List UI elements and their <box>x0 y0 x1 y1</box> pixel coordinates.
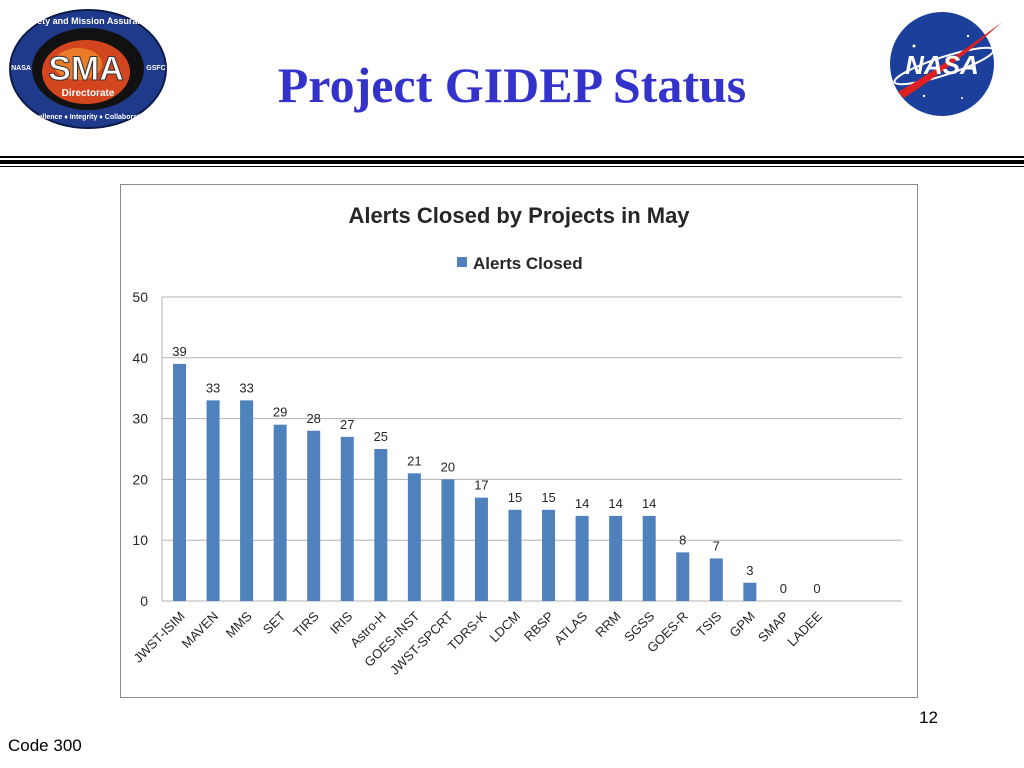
bar-rrm <box>609 515 623 601</box>
data-label: 14 <box>642 496 656 511</box>
data-label: 15 <box>541 490 555 505</box>
page-title: Project GIDEP Status <box>277 57 747 113</box>
y-tick-label: 10 <box>132 532 148 548</box>
bar-gpm <box>743 582 757 601</box>
chart-frame: Alerts Closed by Projects in May Alerts … <box>120 184 918 698</box>
x-tick-label: LDCM <box>486 609 523 646</box>
sma-directorate-logo: Safety and Mission Assurance SMA Directo… <box>9 9 167 129</box>
bar-ldcm <box>508 509 522 601</box>
data-label: 7 <box>713 538 720 553</box>
data-label: 8 <box>679 532 686 547</box>
x-tick-label: JWST-ISIM <box>131 609 188 666</box>
data-label: 29 <box>273 405 287 420</box>
bar-jwst-spcrt <box>441 479 455 601</box>
y-tick-label: 50 <box>132 289 148 305</box>
x-tick-label: MMS <box>223 608 255 640</box>
page-number: 12 <box>919 708 938 727</box>
bar-tsis <box>709 558 723 601</box>
bar-atlas <box>575 515 589 601</box>
data-label: 15 <box>508 490 522 505</box>
data-label: 0 <box>780 581 787 596</box>
x-tick-label: SET <box>260 608 289 637</box>
data-label: 33 <box>239 380 253 395</box>
bar-set <box>273 424 287 601</box>
x-tick-label: ATLAS <box>551 608 590 647</box>
x-tick-label: TIRS <box>290 608 322 640</box>
chart-title: Alerts Closed by Projects in May <box>348 203 690 228</box>
y-tick-label: 0 <box>140 593 148 609</box>
bar-astro-h <box>374 449 388 601</box>
sma-logo-right-text: GSFC <box>146 65 165 72</box>
header-rule <box>0 156 1024 158</box>
legend-swatch <box>457 257 467 267</box>
bar-mms <box>240 400 254 601</box>
sma-logo-sub-text: Directorate <box>62 88 115 99</box>
bar-iris <box>340 436 354 601</box>
data-label: 14 <box>608 496 622 511</box>
nasa-logo: NASA <box>890 12 1002 116</box>
footer-code: Code 300 <box>8 736 82 755</box>
bar-rbsp <box>542 509 556 601</box>
x-tick-label: MAVEN <box>179 609 222 652</box>
bar-goes-inst <box>407 473 421 601</box>
bar-chart: Alerts Closed by Projects in May Alerts … <box>131 203 902 678</box>
sma-logo-left-text: NASA <box>11 65 31 72</box>
bar-tdrs-k <box>474 497 488 601</box>
x-tick-label: TSIS <box>693 608 724 639</box>
bar-maven <box>206 400 220 601</box>
x-tick-label: LADEE <box>784 608 825 649</box>
x-tick-label: RRM <box>592 609 624 641</box>
header-rule <box>0 160 1024 164</box>
nasa-logo-text: NASA <box>905 50 979 80</box>
y-tick-label: 20 <box>132 471 148 487</box>
bar-goes-r <box>676 552 690 601</box>
data-label: 27 <box>340 417 354 432</box>
x-tick-label: IRIS <box>327 608 356 637</box>
sma-logo-top-text: Safety and Mission Assurance <box>23 16 153 26</box>
data-label: 33 <box>206 380 220 395</box>
data-label: 3 <box>746 563 753 578</box>
data-label: 21 <box>407 453 421 468</box>
bar-jwst-isim <box>173 363 186 601</box>
data-label: 0 <box>813 581 820 596</box>
bar-tirs <box>307 430 321 601</box>
header-rule <box>0 166 1024 167</box>
data-label: 17 <box>474 478 488 493</box>
data-label: 20 <box>441 459 455 474</box>
x-tick-label: GPM <box>726 609 758 641</box>
data-label: 25 <box>374 429 388 444</box>
data-label: 39 <box>172 344 186 359</box>
y-tick-label: 40 <box>132 350 148 366</box>
data-label: 28 <box>306 411 320 426</box>
bar-sgss <box>642 515 656 601</box>
sma-logo-bottom-text: Excellence ♦ Integrity ♦ Collaboration <box>26 114 150 121</box>
x-tick-label: RBSP <box>521 609 557 645</box>
data-label: 14 <box>575 496 589 511</box>
legend-label: Alerts Closed <box>473 254 583 273</box>
y-tick-label: 30 <box>132 411 148 427</box>
sma-logo-center-text: SMA <box>48 50 124 88</box>
